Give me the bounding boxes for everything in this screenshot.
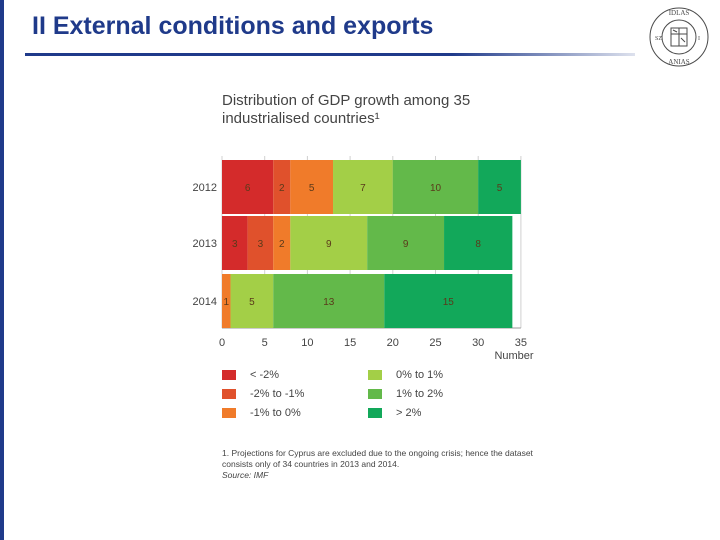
bar-2012-series-0 bbox=[222, 160, 274, 214]
bar-2013-series-2 bbox=[273, 216, 291, 270]
x-tick-label-0: 0 bbox=[219, 337, 225, 349]
legend-label-3: 0% to 1% bbox=[396, 369, 444, 381]
data-label-2013-series-0: 3 bbox=[232, 239, 238, 250]
data-label-2013-series-1: 3 bbox=[258, 239, 264, 250]
legend-swatch-4 bbox=[368, 389, 382, 399]
data-label-2012-series-3: 7 bbox=[360, 183, 366, 194]
data-label-2013-series-4: 9 bbox=[403, 239, 409, 250]
bar-2014-series-2 bbox=[222, 274, 231, 328]
legend-item-0: < -2% bbox=[222, 368, 279, 382]
title-underline bbox=[25, 53, 635, 56]
data-label-2013-series-3: 9 bbox=[326, 239, 332, 250]
x-tick-label-5: 5 bbox=[262, 337, 268, 349]
data-label-2013-series-2: 2 bbox=[279, 239, 285, 250]
svg-text:ANIAS: ANIAS bbox=[668, 58, 689, 66]
bar-2014-series-3 bbox=[230, 274, 274, 328]
chart-legend: < -2% -2% to -1% -1% to 0% 0% to 1% 1% to 2%… bbox=[222, 368, 522, 434]
bar-2013-series-4 bbox=[367, 216, 445, 270]
category-label-2014: 2014 bbox=[193, 296, 217, 308]
chart-title: Distribution of GDP growth among 35 indu… bbox=[222, 92, 471, 127]
legend-item-3: 0% to 1% bbox=[368, 368, 443, 382]
data-label-2013-series-5: 8 bbox=[475, 239, 481, 250]
x-axis-label: Number bbox=[494, 350, 533, 362]
x-tick-labels: 0 5 10 15 20 25 30 35 bbox=[219, 337, 527, 349]
svg-text:SZ: SZ bbox=[655, 36, 662, 42]
legend-swatch-0 bbox=[222, 370, 236, 380]
category-labels: 2012 2013 2014 bbox=[193, 182, 217, 308]
data-label-2014-series-4: 13 bbox=[323, 297, 335, 308]
bar-2013-series-0 bbox=[222, 216, 248, 270]
data-label-2012-series-0: 6 bbox=[245, 183, 251, 194]
data-label-2014-series-3: 5 bbox=[249, 297, 255, 308]
left-accent-bar bbox=[0, 0, 4, 540]
category-label-2013: 2013 bbox=[193, 238, 217, 250]
data-label-2014-series-5: 15 bbox=[443, 297, 455, 308]
svg-text:I: I bbox=[698, 36, 700, 42]
data-label-2012-series-2: 5 bbox=[309, 183, 315, 194]
bar-2012-series-2 bbox=[290, 160, 334, 214]
legend-label-1: -2% to -1% bbox=[250, 388, 305, 400]
legend-item-5: > 2% bbox=[368, 406, 421, 420]
chart-footnote: 1. Projections for Cyprus are excluded d… bbox=[222, 448, 542, 481]
bar-2014-series-5 bbox=[384, 274, 513, 328]
legend-swatch-5 bbox=[368, 408, 382, 418]
legend-item-1: -2% to -1% bbox=[222, 387, 304, 401]
bar-2013-series-3 bbox=[290, 216, 368, 270]
bars: 6 2 5 7 10 53 3 2 9 9 81 5 13 15 bbox=[222, 160, 521, 328]
bar-2012-series-3 bbox=[333, 160, 393, 214]
bar-2012-series-5 bbox=[478, 160, 521, 214]
x-tick-label-15: 15 bbox=[344, 337, 356, 349]
data-label-2012-series-4: 10 bbox=[430, 183, 442, 194]
bar-2014-series-4 bbox=[273, 274, 385, 328]
x-tick-label-10: 10 bbox=[301, 337, 313, 349]
legend-swatch-1 bbox=[222, 389, 236, 399]
x-tick-label-25: 25 bbox=[429, 337, 441, 349]
source-text: Source: IMF bbox=[222, 470, 269, 480]
slide-title: II External conditions and exports bbox=[32, 12, 434, 40]
bar-2012-series-1 bbox=[273, 160, 291, 214]
legend-swatch-3 bbox=[368, 370, 382, 380]
data-label-2014-series-2: 1 bbox=[223, 297, 229, 308]
x-tick-label-20: 20 bbox=[387, 337, 399, 349]
bar-2013-series-1 bbox=[247, 216, 274, 270]
legend-label-2: -1% to 0% bbox=[250, 407, 301, 419]
legend-label-0: < -2% bbox=[250, 369, 280, 381]
svg-text:IDLAS: IDLAS bbox=[669, 9, 690, 17]
legend-swatch-2 bbox=[222, 408, 236, 418]
footnote-text: 1. Projections for Cyprus are excluded d… bbox=[222, 448, 533, 469]
x-tick-label-30: 30 bbox=[472, 337, 484, 349]
x-tick-label-35: 35 bbox=[515, 337, 527, 349]
legend-label-4: 1% to 2% bbox=[396, 388, 444, 400]
category-label-2012: 2012 bbox=[193, 182, 217, 194]
data-label-2012-series-1: 2 bbox=[279, 183, 285, 194]
bar-2012-series-4 bbox=[392, 160, 479, 214]
university-seal-logo: IDLAS ANIAS SZ I bbox=[649, 7, 709, 67]
legend-item-4: 1% to 2% bbox=[368, 387, 443, 401]
bar-2013-series-5 bbox=[444, 216, 513, 270]
legend-item-2: -1% to 0% bbox=[222, 406, 301, 420]
legend-label-5: > 2% bbox=[396, 407, 422, 419]
data-label-2012-series-5: 5 bbox=[497, 183, 503, 194]
